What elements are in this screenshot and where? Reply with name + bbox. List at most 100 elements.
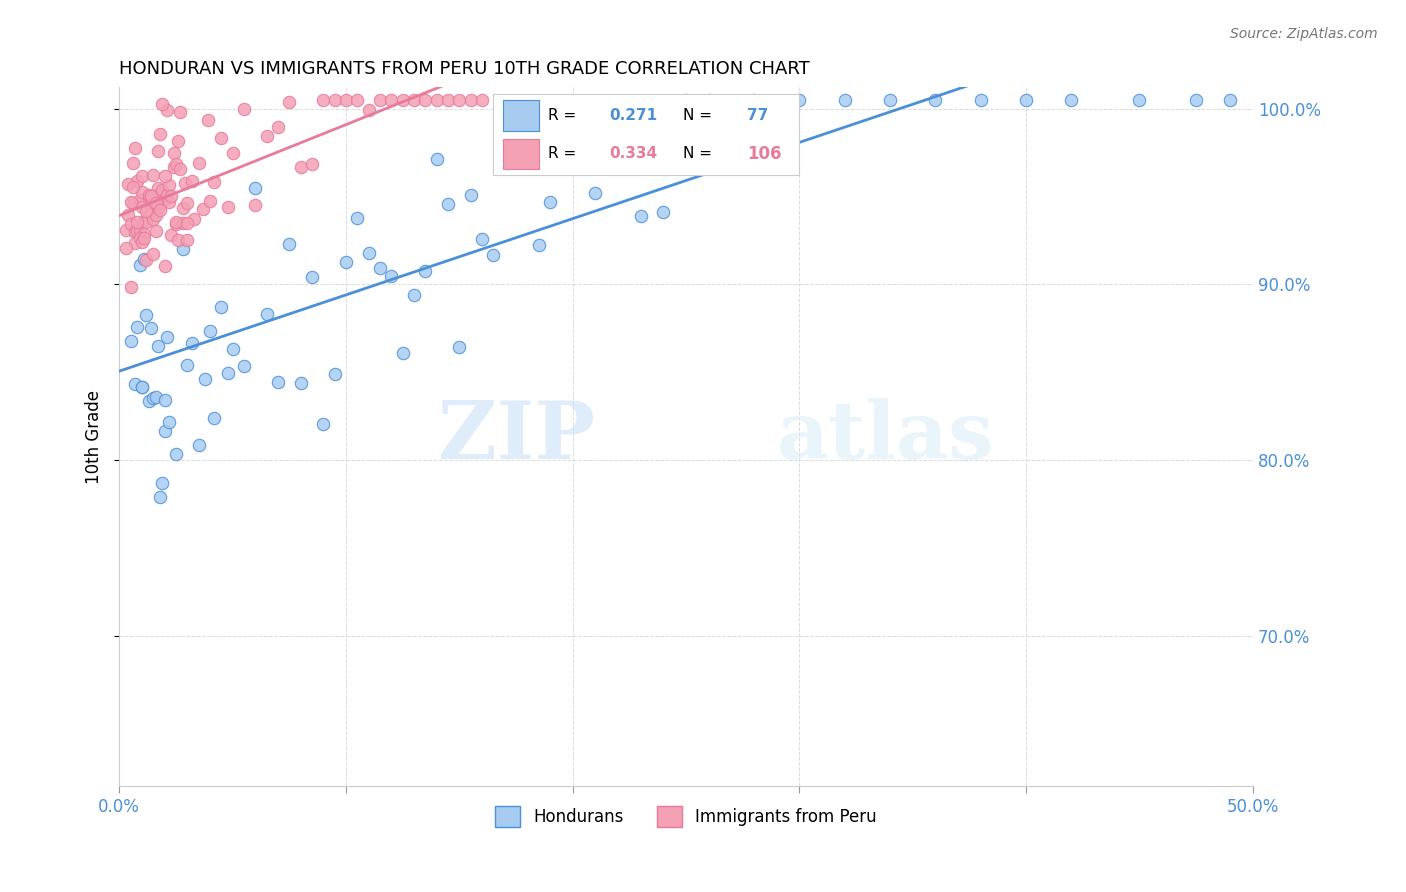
Point xyxy=(163,145,186,160)
Point xyxy=(139,189,162,203)
Point xyxy=(145,208,167,222)
Point xyxy=(346,211,368,226)
Point xyxy=(131,380,153,394)
Point xyxy=(131,380,153,394)
Point xyxy=(1128,93,1150,107)
Point xyxy=(131,235,153,249)
Point xyxy=(630,210,652,224)
Point xyxy=(561,95,583,109)
Point xyxy=(449,340,471,354)
Point xyxy=(357,103,380,118)
Point xyxy=(157,195,180,210)
Point xyxy=(402,93,425,107)
Point xyxy=(323,93,346,107)
Point xyxy=(145,195,167,210)
Point xyxy=(135,252,157,267)
Point xyxy=(217,200,239,214)
Point xyxy=(150,96,173,111)
Point xyxy=(607,155,630,169)
Point xyxy=(139,207,162,221)
Point xyxy=(415,93,437,107)
Point xyxy=(245,198,267,212)
Point xyxy=(142,168,165,182)
Text: HONDURAN VS IMMIGRANTS FROM PERU 10TH GRADE CORRELATION CHART: HONDURAN VS IMMIGRANTS FROM PERU 10TH GR… xyxy=(120,60,810,78)
Point xyxy=(153,392,176,407)
Point xyxy=(278,95,301,110)
Point xyxy=(149,127,172,141)
Point xyxy=(697,93,720,107)
Point xyxy=(145,390,167,404)
Point xyxy=(437,197,460,211)
Point xyxy=(128,223,150,237)
Point xyxy=(142,391,165,405)
Point xyxy=(138,189,160,203)
Point xyxy=(471,93,494,107)
Point xyxy=(174,177,197,191)
Point xyxy=(217,366,239,380)
Point xyxy=(135,308,157,322)
Point xyxy=(176,233,198,247)
Point xyxy=(117,177,139,191)
Point xyxy=(128,231,150,245)
Point xyxy=(256,128,278,143)
Point xyxy=(312,417,335,431)
Point xyxy=(194,372,217,386)
Point xyxy=(138,191,160,205)
Point xyxy=(742,93,765,107)
Point xyxy=(789,93,811,107)
Point xyxy=(368,93,391,107)
Point xyxy=(176,216,198,230)
Point xyxy=(115,241,138,255)
Point xyxy=(160,228,183,243)
Point xyxy=(471,232,494,246)
Point xyxy=(1060,93,1083,107)
Point xyxy=(187,156,209,170)
Point xyxy=(135,203,157,218)
Point xyxy=(124,140,146,154)
Point xyxy=(301,157,323,171)
Point xyxy=(131,186,153,200)
Legend: Hondurans, Immigrants from Peru: Hondurans, Immigrants from Peru xyxy=(488,799,884,833)
Point xyxy=(426,152,449,166)
Point xyxy=(150,194,173,209)
Point xyxy=(156,103,179,118)
Point xyxy=(131,200,153,214)
Point xyxy=(233,102,256,116)
Point xyxy=(290,160,312,174)
Point xyxy=(380,93,402,107)
Point xyxy=(127,174,149,188)
Point xyxy=(138,393,160,408)
Point xyxy=(167,134,190,148)
Point xyxy=(122,156,145,170)
Point xyxy=(142,212,165,227)
Point xyxy=(120,334,142,348)
Point xyxy=(142,247,165,261)
Point xyxy=(115,223,138,237)
Text: ZIP: ZIP xyxy=(439,398,595,475)
Point xyxy=(290,376,312,390)
Point xyxy=(652,205,675,219)
Point xyxy=(120,218,142,232)
Point xyxy=(180,335,202,350)
Point xyxy=(134,252,156,266)
Point xyxy=(134,214,156,228)
Point xyxy=(335,255,357,269)
Point xyxy=(970,93,993,107)
Point xyxy=(176,359,198,373)
Point xyxy=(494,152,516,166)
Point xyxy=(426,93,449,107)
Point xyxy=(165,215,187,229)
Point xyxy=(163,160,186,174)
Point xyxy=(221,342,243,356)
Point xyxy=(122,179,145,194)
Point xyxy=(172,201,194,215)
Point xyxy=(368,260,391,275)
Point xyxy=(157,415,180,429)
Point xyxy=(160,188,183,202)
Point xyxy=(172,216,194,230)
Point xyxy=(267,120,290,134)
Point xyxy=(156,330,179,344)
Point xyxy=(301,269,323,284)
Point xyxy=(134,227,156,241)
Y-axis label: 10th Grade: 10th Grade xyxy=(86,390,103,483)
